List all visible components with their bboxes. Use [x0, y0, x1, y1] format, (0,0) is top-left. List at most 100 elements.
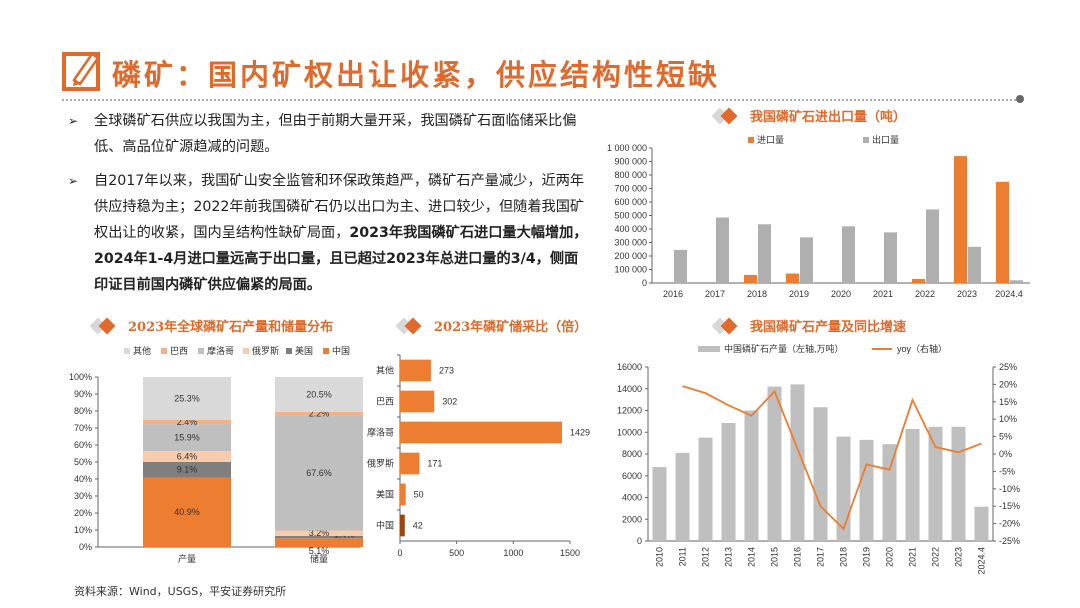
y-tick-label: 巴西 [376, 397, 394, 407]
y2-tick-label: -25% [999, 536, 1020, 546]
bar-production [813, 407, 828, 541]
y-tick-label: 2000 [622, 514, 642, 524]
y-tick-label: 600 000 [614, 197, 647, 207]
diamond-icon [711, 107, 742, 124]
prod-chart: 中国磷矿石产量（左轴,万吨） yoy（右轴） 0 2000 4000 6000 8000 10… [617, 343, 1020, 575]
y2-tick-label: 25% [999, 362, 1017, 372]
x-tick-label: 2019 [862, 547, 872, 567]
y2-tick-label: 10% [999, 414, 1017, 424]
diamond-icon [395, 317, 426, 334]
y-tick-label: 8000 [622, 449, 642, 459]
y-tick-label: 80% [74, 406, 92, 416]
legend-label: yoy（右轴） [897, 343, 947, 354]
y-tick-label: 其他 [376, 365, 394, 376]
y-tick-label: 6000 [622, 471, 642, 481]
diamond-icon [89, 317, 120, 334]
stack-segment-巴西 [275, 411, 363, 416]
title-divider [62, 99, 1020, 101]
legend-swatch [286, 348, 292, 354]
y-tick-label: 12000 [617, 406, 642, 416]
bar-进口量 [744, 274, 757, 283]
x-tick-label: 2024.4 [977, 547, 987, 575]
legend-label: 出口量 [872, 134, 899, 145]
stack-segment-美国 [143, 462, 231, 478]
legend-swatch [124, 348, 130, 354]
data-label: 5.1% [309, 546, 330, 556]
bar-俄罗斯 [400, 452, 420, 475]
x-tick-label: 产量 [178, 553, 196, 564]
bar-出口量 [968, 246, 981, 283]
stack-segment-美国 [275, 535, 363, 539]
x-tick-label: 2020 [885, 547, 895, 567]
y-tick-label: 900 000 [614, 157, 647, 167]
y-tick-label: 800 000 [614, 170, 647, 180]
y-tick-label: 16000 [617, 362, 642, 372]
data-label: 42 [413, 521, 423, 531]
bullet-2: ➢ 自2017年以来，我国矿山安全监管和环保政策趋严，磷矿石产量减少，近两年供应持… [68, 168, 588, 298]
x-tick-label: 2017 [705, 289, 725, 299]
y-tick-label: 60% [74, 440, 92, 450]
diamond-icon [711, 317, 742, 334]
x-tick-label: 2013 [724, 547, 734, 567]
data-label: 67.6% [306, 468, 332, 478]
legend-label: 美国 [295, 345, 313, 356]
chart-title-ratio: 2023年磷矿储采比（倍） [395, 316, 587, 335]
y-tick-label: 1 000 000 [607, 143, 647, 153]
data-label: 1429 [570, 428, 590, 438]
y-tick-label: 30% [74, 491, 92, 501]
legend-label: 摩洛哥 [207, 345, 234, 356]
bar-出口量 [842, 226, 855, 283]
bar-出口量 [716, 217, 729, 283]
bar-production [951, 426, 966, 541]
bar-摩洛哥 [400, 421, 562, 444]
x-tick-label: 2014 [747, 547, 757, 567]
page-title: 磷矿：国内矿权出让收紧，供应结构性短缺 [112, 58, 721, 92]
y-tick-label: 300 000 [614, 238, 647, 248]
y-tick-label: 70% [74, 423, 92, 433]
legend-swatch [698, 346, 720, 352]
bar-出口量 [674, 249, 687, 283]
x-tick-label: 储量 [310, 553, 328, 564]
y-tick-label: 0 [637, 536, 642, 546]
y2-tick-label: -5% [999, 466, 1015, 476]
trade-chart: 进口量 出口量 0 100 000 200 000 300 000 400 000 500 0… [607, 134, 1030, 299]
y2-tick-label: -15% [999, 501, 1020, 511]
data-label: 302 [442, 397, 457, 407]
arrow-bullet-icon: ➢ [68, 174, 79, 188]
share-chart: 其他 巴西 摩洛哥 俄罗斯 美国 中国 0% 10% 20% 30% 40% 50% 60% 70% 80%… [69, 345, 363, 564]
legend-label: 进口量 [757, 135, 784, 145]
data-label: 2.2% [309, 409, 330, 419]
y-tick-label: 400 000 [614, 224, 647, 234]
x-tick-label: 2021 [873, 289, 893, 299]
stack-segment-俄罗斯 [275, 530, 363, 536]
bar-production [698, 437, 713, 541]
x-tick-label: 2015 [770, 547, 780, 567]
title-icon [62, 48, 102, 92]
x-tick-label: 2020 [831, 289, 851, 299]
stack-segment-其他 [275, 377, 363, 412]
stack-segment-其他 [143, 377, 231, 421]
pencil-checkbox-icon [62, 52, 100, 91]
data-label: 40.9% [174, 507, 200, 517]
x-tick-label: 2019 [789, 289, 809, 299]
legend-label: 中国磷矿石产量（左轴,万吨） [724, 343, 844, 354]
y-tick-label: 500 000 [614, 211, 647, 221]
bar-production [859, 439, 874, 541]
data-label: 9.1% [177, 465, 198, 475]
source-note: 资料来源：Wind，USGS，平安证券研究所 [74, 585, 287, 598]
data-label: 50 [414, 490, 424, 500]
data-label: 25.3% [174, 394, 200, 404]
data-label: 3.2% [309, 528, 330, 538]
bar-production [652, 467, 667, 541]
y-tick-label: 中国 [376, 520, 394, 531]
legend-label: 中国 [332, 345, 350, 356]
bar-进口量 [912, 278, 925, 283]
bar-巴西 [400, 390, 435, 413]
x-tick-label: 2010 [655, 547, 665, 567]
bar-出口量 [1010, 280, 1023, 283]
x-tick-label: 2018 [839, 547, 849, 567]
bullet-1: ➢ 全球磷矿石供应以我国为主，但由于前期大量开采，我国磷矿石面临储采比偏低、高品位… [68, 108, 588, 160]
x-tick-label: 1500 [560, 548, 580, 558]
y-tick-label: 200 000 [614, 251, 647, 261]
stack-segment-摩洛哥 [143, 424, 231, 452]
